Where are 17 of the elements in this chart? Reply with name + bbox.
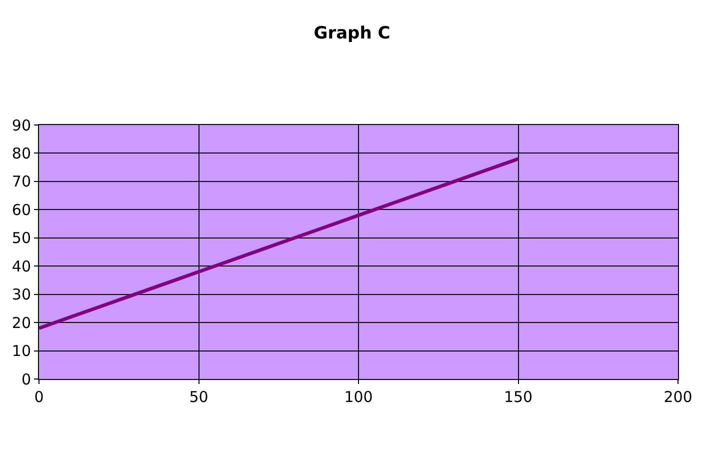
line-series xyxy=(39,157,520,330)
x-tick-label: 0 xyxy=(34,388,44,406)
x-tick-label: 200 xyxy=(664,388,692,406)
y-tick-label: 40 xyxy=(12,257,31,276)
chart-title: Graph C xyxy=(314,23,390,44)
y-tick-label: 10 xyxy=(12,342,31,360)
y-tick-label: 60 xyxy=(12,200,31,219)
y-tick-label: 80 xyxy=(12,144,31,162)
y-tick-label: 30 xyxy=(12,286,31,304)
x-tick-label: 150 xyxy=(504,388,533,406)
y-tick-label: 50 xyxy=(12,229,31,248)
y-tick-label: 90 xyxy=(12,116,31,134)
y-tick-label: 20 xyxy=(12,314,31,332)
y-tick-label: 70 xyxy=(12,172,31,191)
x-tick-label: 100 xyxy=(344,388,373,406)
x-tick-label: 50 xyxy=(189,388,208,406)
y-tick-label: 0 xyxy=(21,370,31,388)
